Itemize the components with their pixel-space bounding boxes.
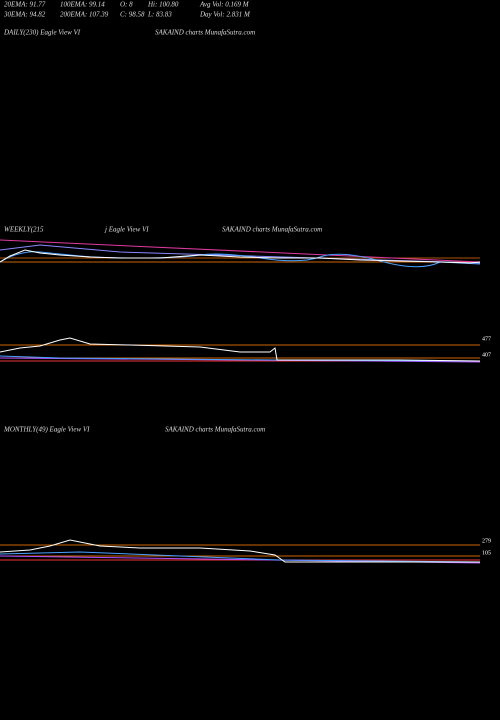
panel-label: j Eagle View VI	[104, 226, 149, 234]
stat: Day Vol: 2.831 M	[199, 11, 251, 19]
price-line	[0, 251, 481, 268]
stat: L: 83.83	[147, 11, 172, 19]
stat: C: 98.58	[120, 11, 145, 19]
stat: Avg Vol: 0.169 M	[199, 1, 250, 9]
price-line	[0, 249, 481, 264]
price-label: 279	[482, 538, 491, 544]
weekly-lines	[0, 239, 481, 268]
price-line	[0, 337, 481, 362]
stat: 100EMA: 99.14	[60, 1, 105, 9]
stat: Hi: 100.80	[147, 1, 179, 9]
price-label: 477	[482, 336, 491, 342]
ema-line	[0, 239, 481, 263]
ema-line	[0, 551, 481, 563]
panel-label: MONTHLY(49) Eagle View VI	[3, 426, 90, 434]
panel-label: DAILY(230) Eagle View VI	[3, 29, 81, 37]
panel-source: SAKAIND charts MunafaSutra.com	[165, 426, 265, 434]
ema-line	[0, 244, 481, 264]
price-label: 105	[482, 550, 491, 556]
price-label: 407	[482, 352, 491, 358]
stat: 30EMA: 94.82	[3, 11, 46, 19]
price-line	[0, 539, 480, 563]
panel-source: SAKAIND charts MunafaSutra.com	[222, 226, 322, 234]
weekly-sub-lines	[0, 337, 481, 363]
stat: 20EMA: 91.77	[4, 1, 46, 9]
stat: 200EMA: 107.39	[60, 11, 109, 19]
panel-source: SAKAIND charts MunafaSutra.com	[155, 29, 255, 37]
stat: O: 8	[120, 1, 133, 9]
monthly-lines	[0, 539, 481, 564]
panel-label: WEEKLY(215	[4, 226, 44, 234]
